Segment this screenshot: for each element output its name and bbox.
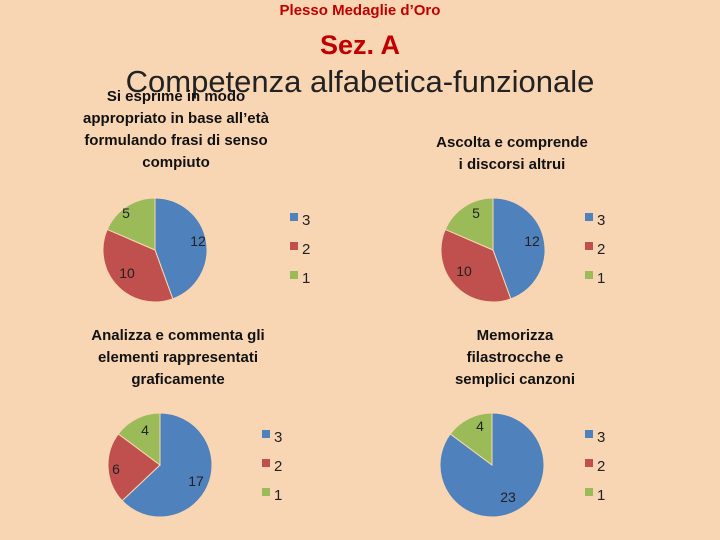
chart-2-legend-swatch-3 (585, 213, 593, 221)
chart-1-legend-swatch-3 (290, 213, 298, 221)
chart-4-data-label-1: 4 (476, 418, 484, 434)
chart-4-legend-label-3: 3 (597, 429, 605, 446)
chart-3-slice-2 (107, 433, 161, 502)
chart-4-legend-swatch-2 (585, 459, 593, 467)
chart-1-slice-3 (154, 197, 208, 300)
chart-2-title: Ascolta e comprende i discorsi altrui (436, 134, 588, 173)
competence-title: Competenza alfabetica-funzionale (125, 64, 595, 99)
chart-1-legend-label-1: 1 (302, 270, 310, 287)
chart-1-data-label-2: 10 (119, 265, 135, 281)
chart-4-legend-label-1: 1 (597, 487, 605, 504)
chart-3-legend-label-3: 3 (274, 429, 282, 446)
chart-2-data-label-3: 12 (524, 233, 540, 249)
chart-2-legend-swatch-1 (585, 271, 593, 279)
chart-3-data-label-1: 4 (141, 422, 149, 438)
chart-3-slice-1 (117, 412, 161, 466)
chart-1-legend-swatch-1 (290, 271, 298, 279)
chart-2-legend-swatch-2 (585, 242, 593, 250)
chart-1-slice-1 (106, 197, 156, 251)
chart-3-title: Analizza e commenta gli elementi rappres… (91, 327, 265, 388)
chart-1-legend-label-2: 2 (302, 241, 310, 258)
chart-1-title: Si esprime in modo appropriato in base a… (83, 88, 269, 171)
chart-3-legend-label-1: 1 (274, 487, 282, 504)
chart-2-slice-2 (440, 228, 512, 303)
chart-3-data-label-3: 17 (188, 473, 204, 489)
section-title: Sez. A (319, 30, 401, 60)
chart-3-legend-swatch-2 (262, 459, 270, 467)
chart-4-legend-label-2: 2 (597, 458, 605, 475)
chart-2-legend-label-1: 1 (597, 270, 605, 287)
chart-2-legend-label-3: 3 (597, 212, 605, 229)
chart-1-legend-swatch-2 (290, 242, 298, 250)
chart-1-data-label-3: 12 (190, 233, 206, 249)
chart-1-slice-2 (102, 228, 174, 303)
chart-4-data-label-3: 23 (500, 489, 516, 505)
chart-1-legend-label-3: 3 (302, 212, 310, 229)
chart-2-legend-label-2: 2 (597, 241, 605, 258)
chart-2-data-label-2: 10 (456, 263, 472, 279)
chart-4-slice-1 (449, 412, 493, 466)
chart-3-legend-swatch-1 (262, 488, 270, 496)
chart-2-slice-1 (444, 197, 494, 251)
chart-3-data-label-2: 6 (112, 461, 120, 477)
chart-1-data-label-1: 5 (122, 205, 130, 221)
chart-4-legend-swatch-3 (585, 430, 593, 438)
chart-2-data-label-1: 5 (472, 205, 480, 221)
chart-4-title: Memorizza filastrocche e semplici canzon… (454, 327, 576, 388)
chart-4-legend-swatch-1 (585, 488, 593, 496)
chart-3-slice-3 (121, 412, 213, 518)
chart-2-slice-3 (492, 197, 546, 300)
school-title: Plesso Medaglie d’Oro (279, 2, 441, 19)
chart-3-legend-label-2: 2 (274, 458, 282, 475)
chart-3-legend-swatch-3 (262, 430, 270, 438)
